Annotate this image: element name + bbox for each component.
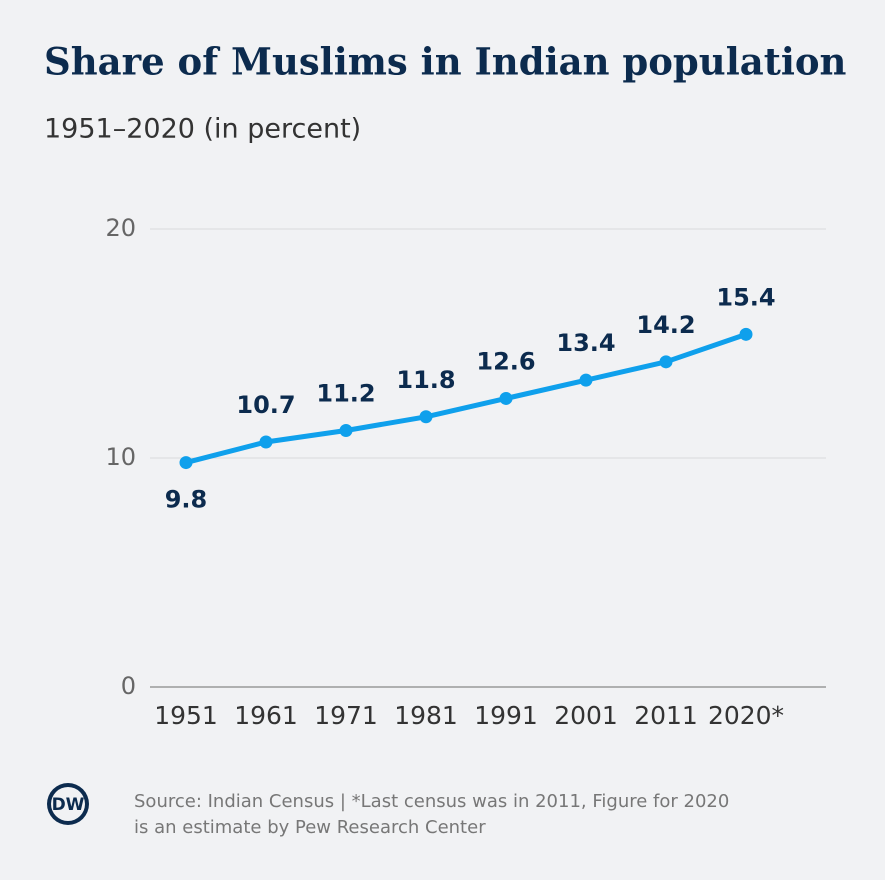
chart-title: Share of Muslims in Indian population bbox=[44, 40, 847, 84]
y-tick-label: 0 bbox=[121, 672, 136, 700]
logo-ring bbox=[51, 787, 85, 821]
value-label: 12.6 bbox=[476, 347, 535, 375]
x-tick-label: 1991 bbox=[474, 701, 538, 730]
point bbox=[259, 435, 273, 449]
y-tick-label: 10 bbox=[105, 443, 136, 471]
source: is an estimate by Pew Research Center bbox=[134, 817, 486, 838]
point bbox=[739, 327, 753, 341]
value-label: 14.2 bbox=[636, 311, 695, 339]
x-tick-label: 2001 bbox=[554, 701, 618, 730]
value-label: 15.4 bbox=[716, 283, 775, 311]
point bbox=[179, 456, 193, 470]
x-tick-label: 2020* bbox=[708, 701, 784, 730]
chart-subtitle: 1951–2020 (in percent) bbox=[44, 114, 361, 145]
point bbox=[579, 373, 593, 387]
value-label: 11.2 bbox=[316, 380, 375, 408]
x-tick-label: 1951 bbox=[154, 701, 218, 730]
value-label: 10.7 bbox=[236, 391, 295, 419]
source: Source: Indian Census | *Last census was… bbox=[134, 791, 729, 812]
point bbox=[419, 410, 433, 424]
point bbox=[659, 355, 673, 369]
y-tick-label: 20 bbox=[105, 214, 136, 242]
point bbox=[499, 391, 513, 405]
logo: DW bbox=[52, 795, 85, 815]
value-label: 9.8 bbox=[165, 486, 208, 514]
value-label: 13.4 bbox=[556, 329, 615, 357]
x-tick-label: 1981 bbox=[394, 701, 458, 730]
point bbox=[339, 424, 353, 438]
x-tick-label: 1961 bbox=[234, 701, 298, 730]
x-tick-label: 1971 bbox=[314, 701, 378, 730]
line bbox=[185, 331, 747, 466]
x-tick-label: 2011 bbox=[634, 701, 698, 730]
value-label: 11.8 bbox=[396, 366, 455, 394]
